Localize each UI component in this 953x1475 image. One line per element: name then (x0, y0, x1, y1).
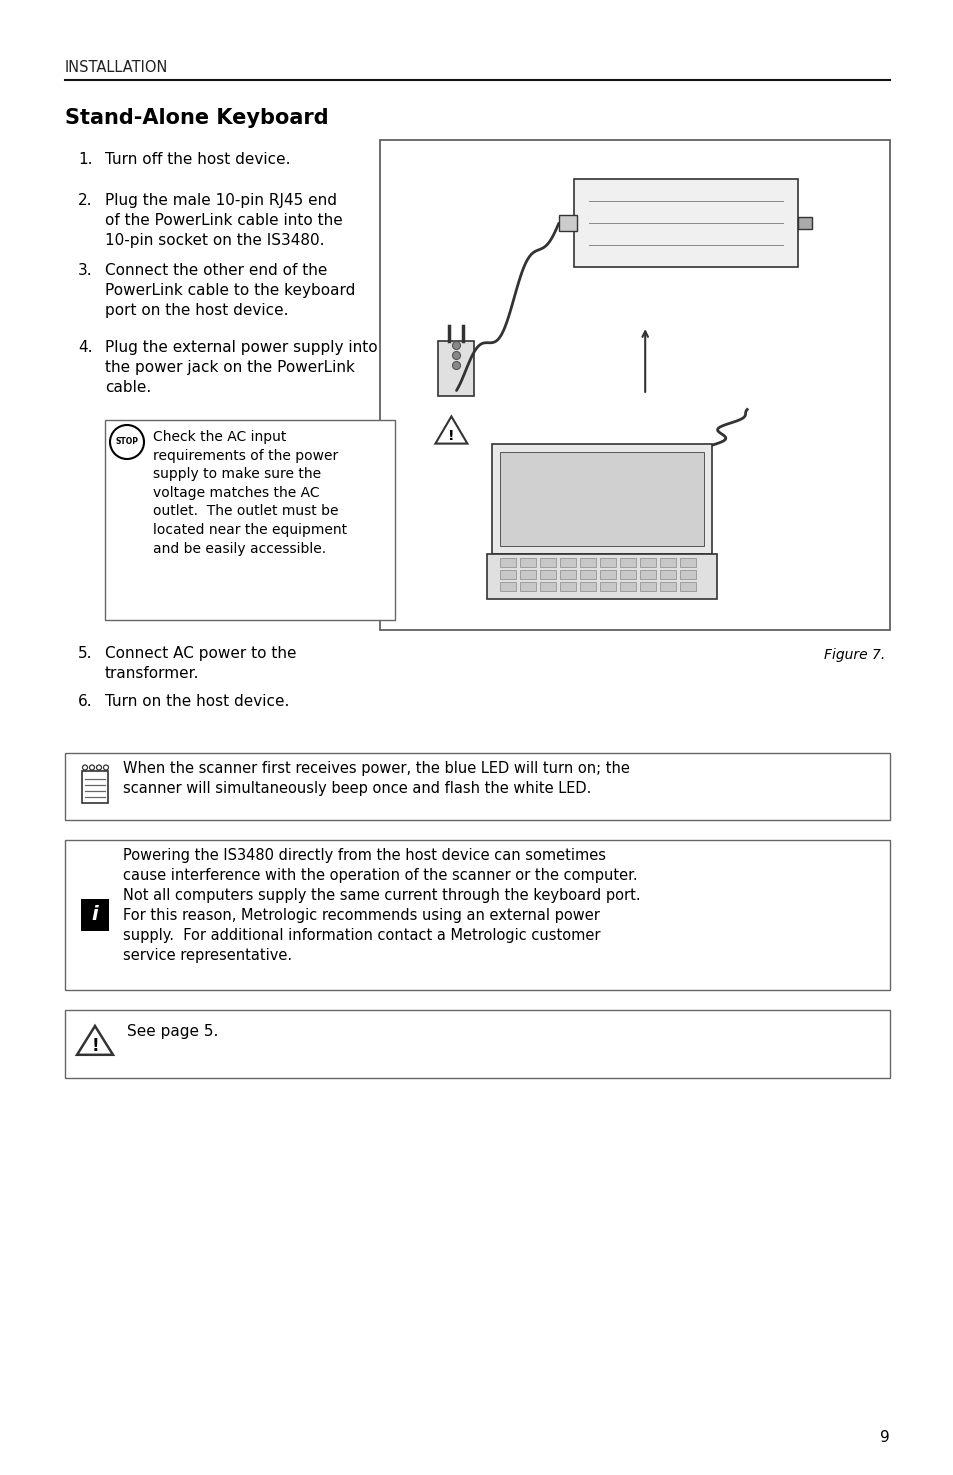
Text: Figure 7.: Figure 7. (822, 648, 884, 662)
Text: 9: 9 (880, 1429, 889, 1445)
FancyBboxPatch shape (579, 581, 596, 591)
FancyBboxPatch shape (559, 581, 576, 591)
Polygon shape (435, 416, 467, 444)
Text: 6.: 6. (78, 695, 92, 709)
Text: Plug the male 10-pin RJ45 end
of the PowerLink cable into the
10-pin socket on t: Plug the male 10-pin RJ45 end of the Pow… (105, 193, 342, 248)
FancyBboxPatch shape (379, 140, 889, 630)
Text: Connect the other end of the
PowerLink cable to the keyboard
port on the host de: Connect the other end of the PowerLink c… (105, 263, 355, 317)
FancyBboxPatch shape (539, 569, 556, 578)
Circle shape (103, 766, 109, 770)
Text: Stand-Alone Keyboard: Stand-Alone Keyboard (65, 108, 328, 128)
FancyBboxPatch shape (599, 581, 616, 591)
FancyBboxPatch shape (519, 558, 536, 566)
FancyBboxPatch shape (499, 451, 703, 546)
FancyBboxPatch shape (573, 178, 798, 267)
FancyBboxPatch shape (639, 558, 656, 566)
FancyBboxPatch shape (499, 581, 516, 591)
Text: Turn off the host device.: Turn off the host device. (105, 152, 291, 167)
Circle shape (110, 425, 144, 459)
FancyBboxPatch shape (619, 558, 636, 566)
FancyBboxPatch shape (579, 569, 596, 578)
Text: Plug the external power supply into
the power jack on the PowerLink
cable.: Plug the external power supply into the … (105, 341, 377, 395)
FancyBboxPatch shape (579, 558, 596, 566)
Circle shape (90, 766, 94, 770)
Circle shape (82, 766, 88, 770)
Text: i: i (91, 906, 98, 925)
FancyBboxPatch shape (798, 217, 811, 229)
FancyBboxPatch shape (639, 569, 656, 578)
Text: !: ! (91, 1037, 99, 1055)
Text: Connect AC power to the
transformer.: Connect AC power to the transformer. (105, 646, 296, 681)
FancyBboxPatch shape (499, 569, 516, 578)
FancyBboxPatch shape (599, 558, 616, 566)
Text: 2.: 2. (78, 193, 92, 208)
FancyBboxPatch shape (539, 581, 556, 591)
FancyBboxPatch shape (599, 569, 616, 578)
Text: When the scanner first receives power, the blue LED will turn on; the
scanner wi: When the scanner first receives power, t… (123, 761, 629, 796)
FancyBboxPatch shape (492, 444, 712, 553)
FancyBboxPatch shape (81, 898, 109, 931)
Circle shape (96, 766, 101, 770)
Text: 1.: 1. (78, 152, 92, 167)
FancyBboxPatch shape (659, 558, 676, 566)
FancyBboxPatch shape (519, 569, 536, 578)
Text: See page 5.: See page 5. (127, 1024, 218, 1038)
FancyBboxPatch shape (659, 569, 676, 578)
FancyBboxPatch shape (487, 553, 717, 599)
FancyBboxPatch shape (679, 558, 696, 566)
Circle shape (452, 342, 460, 350)
Text: 4.: 4. (78, 341, 92, 355)
FancyBboxPatch shape (65, 1010, 889, 1078)
FancyBboxPatch shape (82, 770, 108, 802)
FancyBboxPatch shape (659, 581, 676, 591)
Text: INSTALLATION: INSTALLATION (65, 60, 168, 75)
Circle shape (452, 361, 460, 370)
FancyBboxPatch shape (679, 569, 696, 578)
FancyBboxPatch shape (438, 341, 474, 395)
Circle shape (452, 351, 460, 360)
FancyBboxPatch shape (539, 558, 556, 566)
FancyBboxPatch shape (499, 558, 516, 566)
FancyBboxPatch shape (559, 558, 576, 566)
FancyBboxPatch shape (65, 754, 889, 820)
FancyBboxPatch shape (619, 581, 636, 591)
FancyBboxPatch shape (65, 839, 889, 990)
FancyBboxPatch shape (105, 420, 395, 620)
Polygon shape (77, 1027, 112, 1055)
FancyBboxPatch shape (639, 581, 656, 591)
FancyBboxPatch shape (559, 569, 576, 578)
Text: Check the AC input
requirements of the power
supply to make sure the
voltage mat: Check the AC input requirements of the p… (152, 431, 347, 556)
FancyBboxPatch shape (679, 581, 696, 591)
FancyBboxPatch shape (558, 215, 577, 232)
Text: 5.: 5. (78, 646, 92, 661)
Text: 3.: 3. (78, 263, 92, 277)
Text: STOP: STOP (115, 438, 138, 447)
Text: Powering the IS3480 directly from the host device can sometimes
cause interferen: Powering the IS3480 directly from the ho… (123, 848, 640, 963)
FancyBboxPatch shape (519, 581, 536, 591)
Text: !: ! (448, 429, 455, 442)
Text: Turn on the host device.: Turn on the host device. (105, 695, 289, 709)
FancyBboxPatch shape (619, 569, 636, 578)
